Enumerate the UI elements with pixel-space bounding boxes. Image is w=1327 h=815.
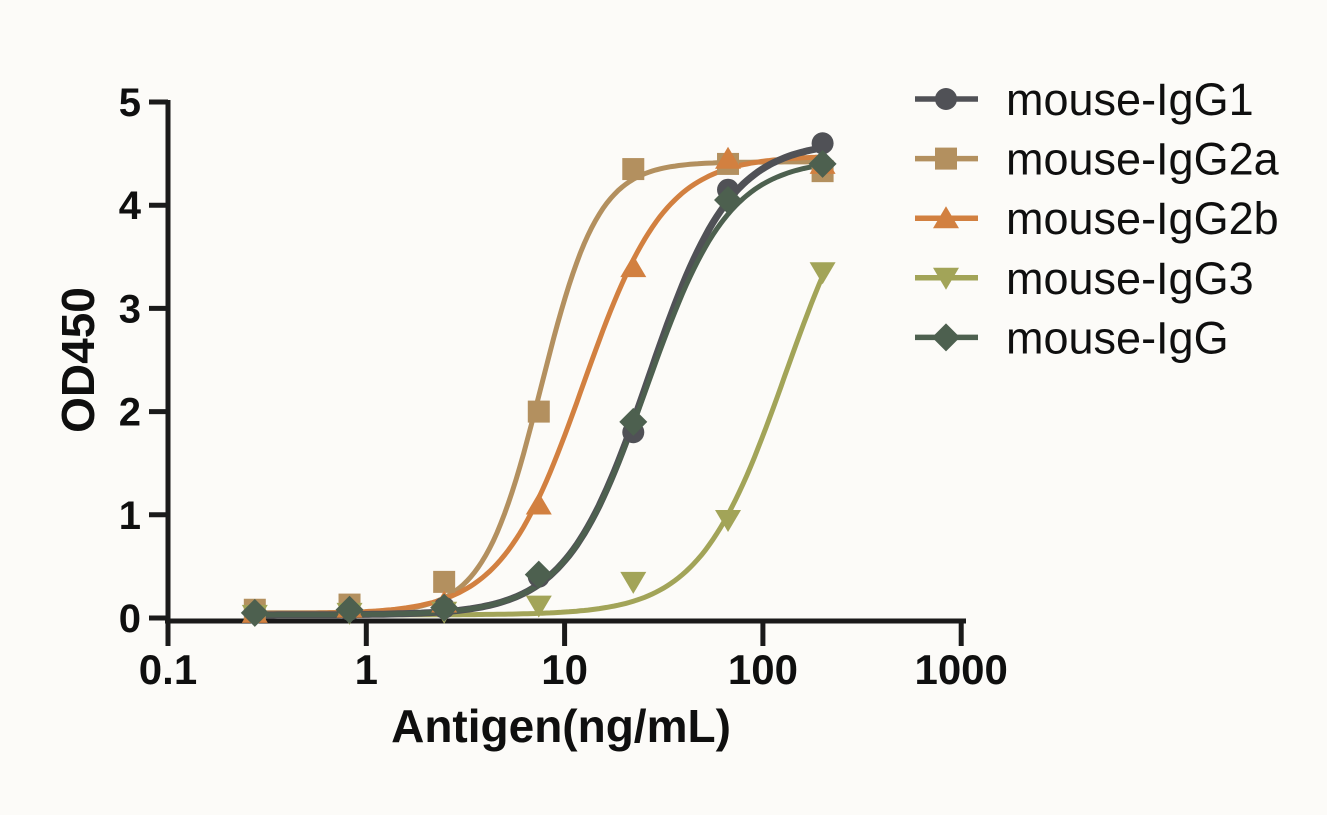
x-axis-title: Antigen(ng/mL)	[391, 700, 731, 752]
x-tick-label: 10	[541, 646, 588, 693]
point-mouse-IgG3	[809, 262, 836, 285]
legend-marker-mouse-IgG3	[933, 267, 959, 290]
legend-label-mouse-IgG: mouse-IgG	[1006, 312, 1229, 363]
point-mouse-IgG2a	[622, 158, 645, 181]
point-mouse-IgG2b	[715, 146, 742, 169]
legend-label-mouse-IgG2b: mouse-IgG2b	[1006, 193, 1279, 244]
y-tick-label: 2	[119, 391, 141, 435]
point-mouse-IgG	[524, 560, 553, 589]
x-tick-label: 100	[728, 646, 798, 693]
point-mouse-IgG	[240, 598, 269, 627]
point-mouse-IgG	[714, 186, 743, 215]
point-mouse-IgG	[619, 407, 648, 436]
y-tick-label: 3	[119, 287, 141, 331]
point-mouse-IgG3	[715, 509, 742, 532]
point-mouse-IgG	[430, 593, 459, 622]
legend-marker-mouse-IgG	[932, 323, 960, 352]
x-tick-label: 0.1	[139, 646, 197, 693]
y-tick-label: 5	[119, 81, 141, 125]
y-tick-label: 4	[119, 184, 142, 228]
legend-label-mouse-IgG2a: mouse-IgG2a	[1006, 134, 1280, 185]
legend-marker-mouse-IgG1	[935, 88, 957, 110]
y-tick-label: 1	[119, 494, 141, 538]
point-mouse-IgG	[335, 595, 364, 624]
x-tick-label: 1	[355, 646, 378, 693]
y-axis-title: OD450	[52, 287, 104, 433]
point-mouse-IgG3	[525, 595, 552, 618]
curve-mouse-IgG2b	[252, 154, 826, 617]
point-mouse-IgG3	[620, 571, 647, 594]
point-mouse-IgG2b	[525, 492, 552, 515]
y-tick-label: 0	[119, 597, 141, 641]
point-mouse-IgG	[808, 149, 837, 178]
curve-mouse-IgG1	[251, 144, 827, 619]
curve-mouse-IgG2a	[252, 159, 826, 616]
point-mouse-IgG2b	[620, 255, 647, 278]
legend-label-mouse-IgG3: mouse-IgG3	[1006, 253, 1254, 304]
point-mouse-IgG2a	[433, 570, 456, 593]
point-mouse-IgG1	[811, 132, 834, 155]
legend-label-mouse-IgG1: mouse-IgG1	[1006, 74, 1254, 125]
legend-marker-mouse-IgG2a	[935, 147, 957, 170]
legend-marker-mouse-IgG2b	[933, 206, 959, 229]
point-mouse-IgG2a	[527, 400, 550, 423]
x-tick-label: 1000	[914, 646, 1007, 693]
